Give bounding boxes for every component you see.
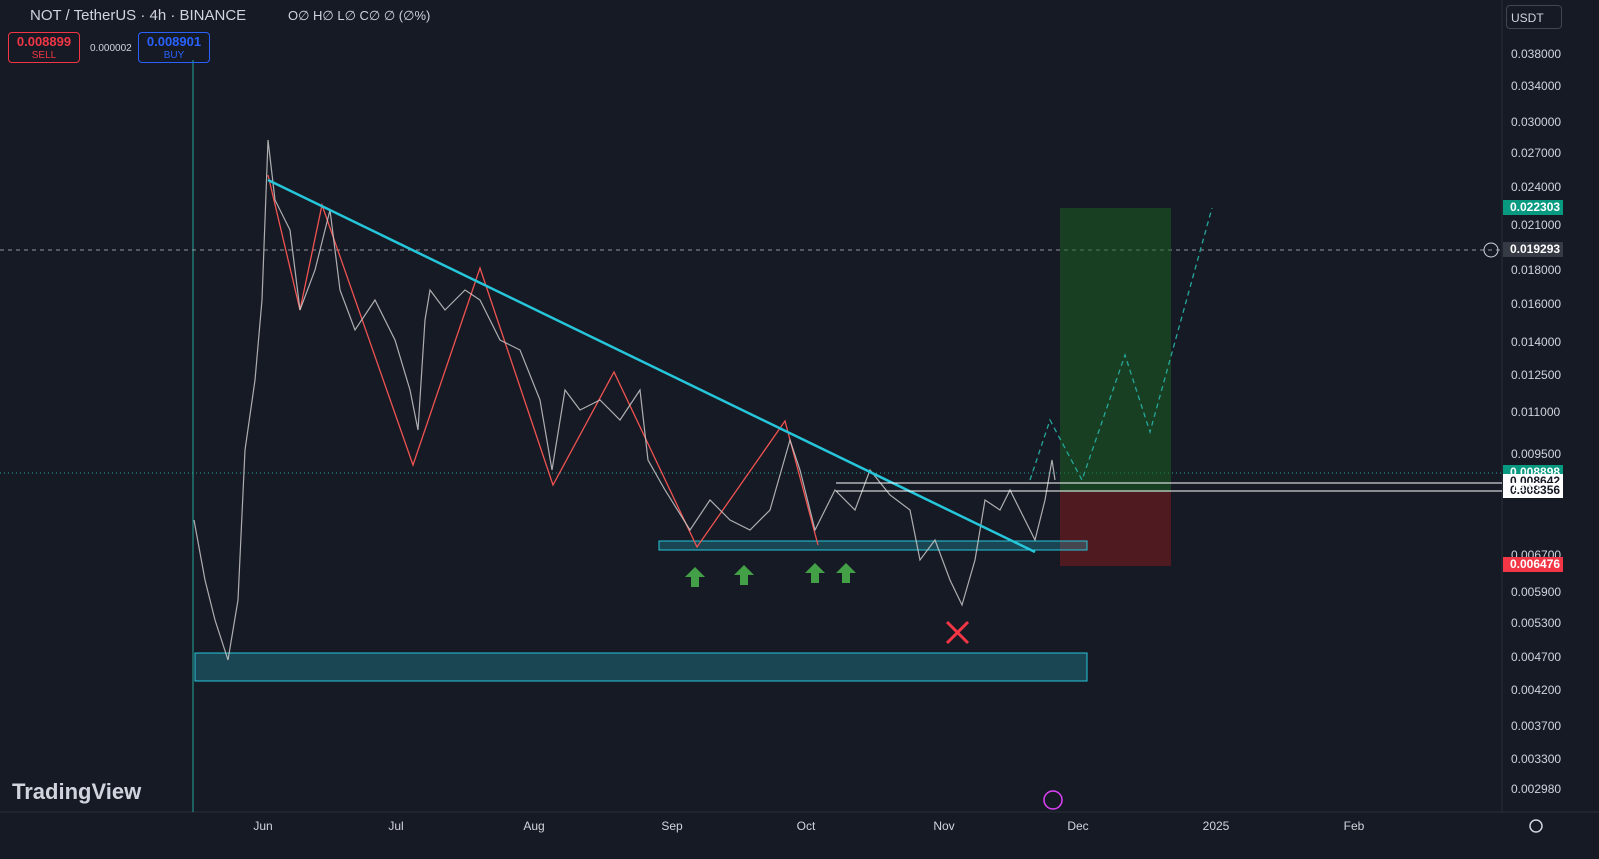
price-axis-label: 0.018000	[1511, 262, 1562, 277]
arrows	[685, 563, 856, 587]
currency-select[interactable]: USDT	[1506, 5, 1562, 29]
price-axis-label: 0.038000	[1511, 46, 1562, 61]
sell-price: 0.008899	[16, 34, 72, 49]
ohlc: O∅ H∅ L∅ C∅ ∅ (∅%)	[288, 8, 431, 23]
up-arrow	[836, 563, 856, 583]
time-axis-label: Feb	[1343, 819, 1365, 833]
buy-price: 0.008901	[146, 34, 202, 49]
price-axis-label: 0.004700	[1511, 650, 1562, 665]
price-axis-label: 0.005300	[1511, 615, 1562, 630]
price-axis-label: 0.027000	[1511, 145, 1562, 160]
profit-zone	[1060, 208, 1171, 492]
time-axis-label: Oct	[796, 819, 816, 833]
up-arrow	[685, 567, 705, 587]
price-axis-label: 0.034000	[1511, 79, 1562, 94]
price-tag: 0.006476	[1503, 556, 1563, 572]
time-axis-label: Aug	[523, 819, 545, 833]
price-axis-label: 0.014000	[1511, 335, 1562, 350]
event-icon	[1043, 790, 1063, 810]
price-path	[193, 139, 1056, 661]
price-axis-label: 0.011000	[1511, 404, 1561, 419]
price-tag: 0.022303	[1503, 199, 1563, 215]
time-axis-label: 2025	[1202, 819, 1230, 833]
cross-mark	[945, 620, 970, 645]
spread: 0.000002	[90, 43, 132, 54]
plus-button[interactable]	[1483, 242, 1499, 258]
price-axis-label: 0.016000	[1511, 296, 1562, 311]
buy-button[interactable]: 0.008901 BUY	[138, 32, 210, 63]
settings-button[interactable]	[1529, 819, 1543, 833]
price-axis-label: 0.009500	[1511, 447, 1562, 462]
time-axis-label: Nov	[933, 819, 955, 833]
price-tag: 0.019293	[1503, 241, 1563, 257]
up-arrow	[805, 563, 825, 583]
price-axis-label: 0.024000	[1511, 179, 1562, 194]
sell-label: SELL	[31, 50, 57, 61]
price-tag: 0.008356	[1503, 483, 1563, 499]
loss-zone	[1060, 492, 1171, 566]
price-axis-label: 0.005900	[1511, 584, 1562, 599]
time-axis-label: Sep	[661, 819, 683, 833]
trendline	[267, 178, 1036, 554]
price-axis-label: 0.003700	[1511, 719, 1562, 734]
price-axis-label: 0.004200	[1511, 682, 1562, 697]
support-zone	[194, 652, 1088, 682]
countdown: 19:51	[1511, 480, 1542, 495]
time-axis-label: Dec	[1067, 819, 1089, 833]
time-axis-label: Jul	[388, 819, 404, 833]
watermark: TradingView	[12, 779, 142, 804]
price-axis-label: 0.012500	[1511, 367, 1562, 382]
buy-label: BUY	[163, 50, 185, 61]
price-axis-label: 0.021000	[1511, 218, 1562, 233]
up-arrow	[734, 565, 754, 585]
zigzag	[267, 174, 819, 549]
symbol[interactable]: NOT / TetherUS · 4h · BINANCE	[30, 7, 247, 24]
sell-button[interactable]: 0.008899 SELL	[8, 32, 80, 63]
time-axis-label: Jun	[253, 819, 273, 833]
price-axis-label: 0.030000	[1511, 115, 1562, 130]
price-axis-label: 0.003300	[1511, 752, 1562, 767]
range-zone	[658, 540, 1088, 551]
price-axis-label: 0.002980	[1511, 781, 1562, 796]
